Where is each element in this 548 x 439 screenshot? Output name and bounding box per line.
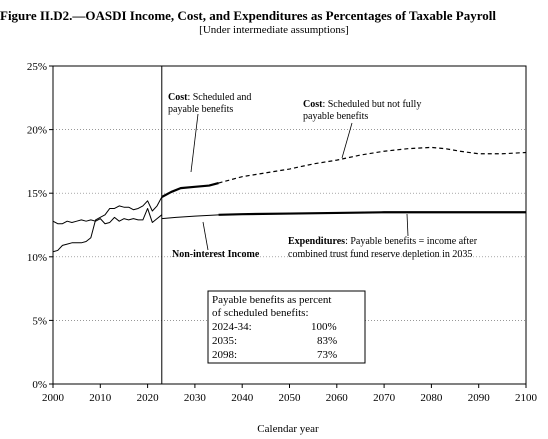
y-tick-label: 20% xyxy=(27,125,47,137)
annotation-cost-payable-line2: payable benefits xyxy=(168,104,233,115)
annotation-cost-not-payable-bold: Cost xyxy=(303,99,323,110)
x-tick-label: 2090 xyxy=(468,392,491,404)
annotation-expenditures-line2: combined trust fund reserve depletion in… xyxy=(288,249,472,260)
annotation-cost-not-payable-line2: payable benefits xyxy=(303,111,368,122)
pointer-cost-payable xyxy=(190,113,199,173)
x-tick-label: 2000 xyxy=(42,392,65,404)
x-tick-label: 2050 xyxy=(279,392,302,404)
series-line-income-projected xyxy=(161,214,219,220)
annotation-cost-payable: Cost: Scheduled and xyxy=(168,92,251,103)
x-axis-label: Calendar year xyxy=(257,423,319,435)
table-title-line1: Payable benefits as percent xyxy=(212,294,331,306)
table-row-period: 2035: xyxy=(212,335,237,347)
annotation-cost-not-payable: Cost: Scheduled but not fully xyxy=(303,99,421,110)
series-line-cost-scheduled-not-payable xyxy=(218,146,527,184)
annotation-expenditures-line1: : Payable benefits = income after xyxy=(345,236,478,247)
annotation-expenditures: Expenditures: Payable benefits = income … xyxy=(288,236,478,247)
x-tick-label: 2030 xyxy=(184,392,207,404)
x-axis: 2000 2010 2020 2030 2040 2050 2060 2070 2080 2090… xyxy=(42,384,538,404)
table-row-period: 2098: xyxy=(212,349,237,361)
x-tick-label: 2100 xyxy=(515,392,538,404)
table-row-value: 100% xyxy=(311,321,337,333)
annotation-cost-payable-line1: : Scheduled and xyxy=(187,92,251,103)
series-line-cost-historical xyxy=(52,196,163,253)
x-tick-label: 2070 xyxy=(373,392,396,404)
pointer-cost-not-payable xyxy=(341,122,353,159)
payable-benefits-table: Payable benefits as percent of scheduled… xyxy=(207,290,366,364)
chart-title: Figure II.D2.—OASDI Income, Cost, and Ex… xyxy=(0,8,496,23)
y-tick-label: 5% xyxy=(32,315,47,327)
pointer-expenditures xyxy=(406,213,409,237)
chart-subtitle: [Under intermediate assumptions] xyxy=(199,24,349,36)
y-tick-label: 15% xyxy=(27,188,47,200)
x-tick-label: 2040 xyxy=(231,392,254,404)
table-title-line2: of scheduled benefits: xyxy=(212,307,309,319)
y-tick-label: 0% xyxy=(32,379,47,391)
annotation-non-interest-income: Non-interest Income xyxy=(172,249,260,260)
x-tick-label: 2080 xyxy=(420,392,443,404)
series-line-cost-scheduled-payable xyxy=(161,181,219,198)
pointer-non-interest-income xyxy=(202,221,209,251)
annotation-pointers xyxy=(190,113,409,251)
gridlines xyxy=(53,129,526,321)
annotation-cost-not-payable-line1: : Scheduled but not fully xyxy=(322,99,421,110)
annotation-expenditures-bold: Expenditures xyxy=(288,236,345,247)
x-tick-label: 2010 xyxy=(89,392,112,404)
x-tick-label: 2060 xyxy=(326,392,349,404)
y-axis: 0% 5% 10% 15% 20% 25% xyxy=(27,61,53,391)
y-tick-label: 10% xyxy=(27,252,47,264)
payable-benefits-table-box xyxy=(207,290,366,364)
annotation-cost-payable-bold: Cost xyxy=(168,92,188,103)
series-lines xyxy=(52,146,527,253)
table-row-value: 73% xyxy=(317,349,337,361)
table-row-period: 2024-34: xyxy=(212,321,252,333)
x-tick-label: 2020 xyxy=(137,392,160,404)
series-line-expenditures xyxy=(218,211,526,216)
table-row-value: 83% xyxy=(317,335,337,347)
series-line-income-historical xyxy=(52,207,163,225)
y-tick-label: 25% xyxy=(27,61,47,73)
